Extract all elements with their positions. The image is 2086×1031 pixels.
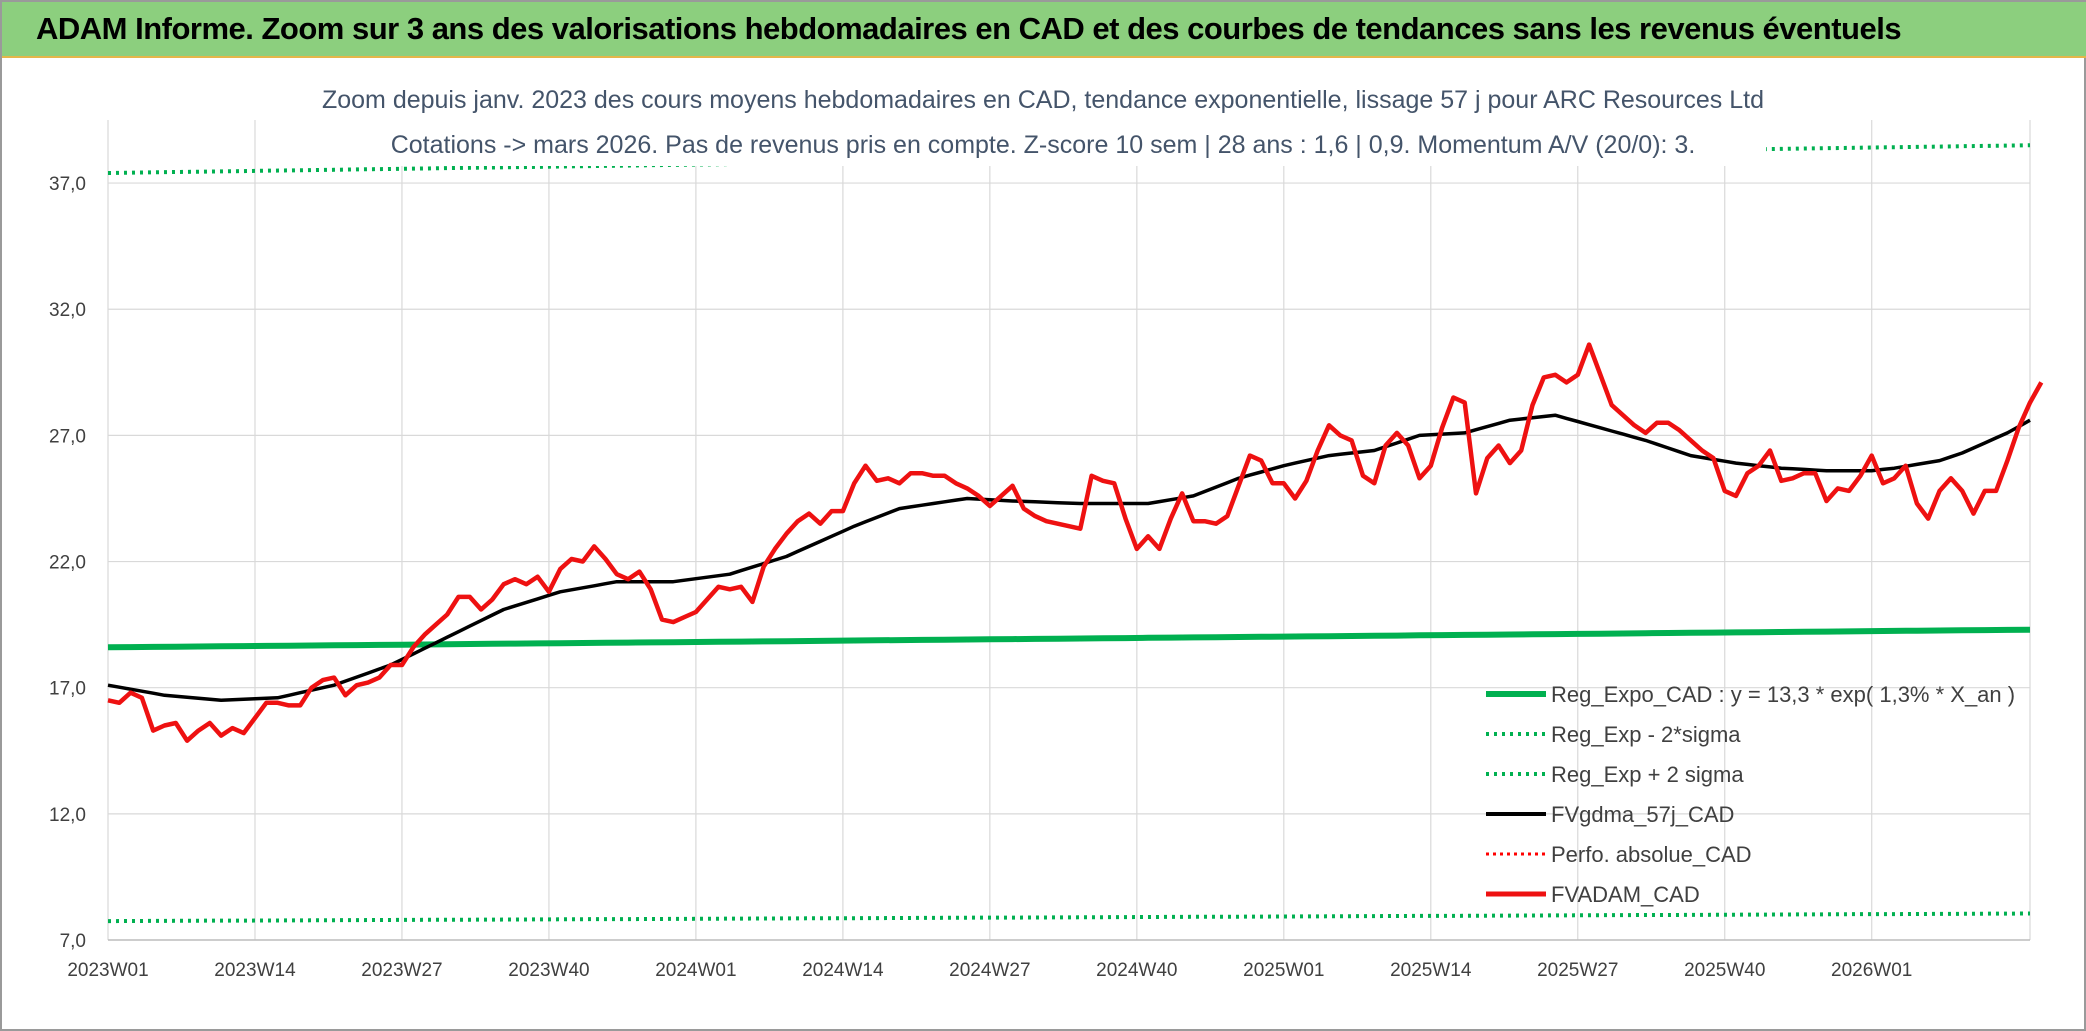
header-bar: ADAM Informe. Zoom sur 3 ans des valoris… bbox=[2, 2, 2086, 58]
y-tick-label: 17,0 bbox=[49, 679, 86, 700]
x-tick-label: 2025W40 bbox=[1684, 960, 1765, 981]
legend-label: Reg_Exp + 2 sigma bbox=[1551, 762, 1744, 787]
chart-subtitle-line2: Cotations -> mars 2026. Pas de revenus p… bbox=[391, 131, 1696, 159]
x-axis: 2023W01 2023W14 2023W27 2023W40 2024W01 2024W… bbox=[67, 960, 1912, 981]
legend: Reg_Expo_CAD : y = 13,3 * exp( 1,3% * X_… bbox=[1486, 682, 2015, 907]
legend-label: Perfo. absolue_CAD bbox=[1551, 842, 1752, 867]
x-tick-label: 2023W14 bbox=[214, 960, 296, 981]
y-tick-label: 27,0 bbox=[49, 426, 86, 447]
x-tick-label: 2023W01 bbox=[67, 960, 148, 981]
x-tick-label: 2024W27 bbox=[949, 960, 1030, 981]
x-tick-label: 2025W27 bbox=[1537, 960, 1618, 981]
series-fvadam-cad bbox=[107, 342, 2044, 743]
y-tick-label: 7,0 bbox=[60, 931, 86, 952]
legend-label: FVgdma_57j_CAD bbox=[1551, 802, 1734, 827]
y-tick-label: 22,0 bbox=[49, 553, 86, 574]
x-tick-label: 2025W01 bbox=[1243, 960, 1324, 981]
legend-label: Reg_Expo_CAD : y = 13,3 * exp( 1,3% * X_… bbox=[1551, 682, 2015, 707]
y-tick-label: 37,0 bbox=[49, 174, 86, 195]
plot-area bbox=[107, 76, 2044, 924]
subtitle-background bbox=[320, 76, 1766, 166]
grid bbox=[107, 120, 2031, 941]
series-fvgdma-57j-cad bbox=[107, 413, 2031, 703]
x-tick-label: 2025W14 bbox=[1390, 960, 1472, 981]
chart-subtitle-line1: Zoom depuis janv. 2023 des cours moyens … bbox=[322, 86, 1764, 114]
y-tick-label: 12,0 bbox=[49, 805, 86, 826]
series-reg-exp-minus-2sigma bbox=[107, 911, 2031, 924]
x-tick-label: 2023W40 bbox=[508, 960, 589, 981]
x-tick-label: 2023W27 bbox=[361, 960, 442, 981]
series-reg-expo-cad bbox=[107, 626, 2031, 651]
x-tick-label: 2026W01 bbox=[1831, 960, 1912, 981]
x-tick-label: 2024W01 bbox=[655, 960, 736, 981]
x-tick-label: 2024W14 bbox=[802, 960, 884, 981]
page-title: ADAM Informe. Zoom sur 3 ans des valoris… bbox=[36, 11, 1902, 46]
legend-label: Reg_Exp - 2*sigma bbox=[1551, 722, 1741, 747]
x-tick-label: 2024W40 bbox=[1096, 960, 1177, 981]
y-tick-label: 32,0 bbox=[49, 300, 86, 321]
legend-label: FVADAM_CAD bbox=[1551, 882, 1700, 907]
y-axis: 37,0 32,0 27,0 22,0 17,0 12,0 7,0 bbox=[49, 174, 86, 952]
